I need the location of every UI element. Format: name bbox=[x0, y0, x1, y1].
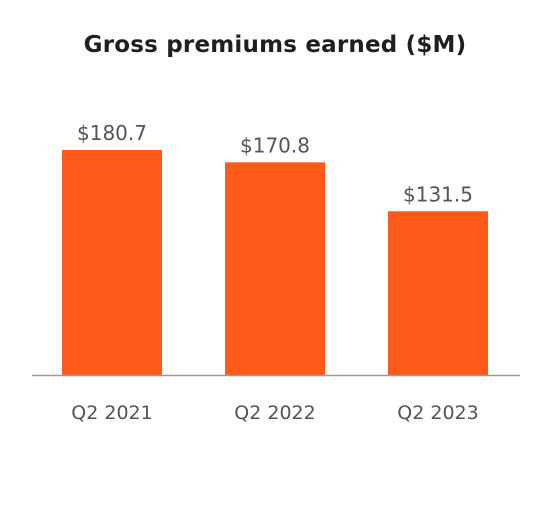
x-tick-label: Q2 2021 bbox=[71, 402, 152, 424]
chart-title: Gross premiums earned ($M) bbox=[83, 32, 467, 58]
value-label: $131.5 bbox=[403, 182, 473, 206]
bar-q2-2021 bbox=[62, 150, 162, 375]
value-label: $180.7 bbox=[77, 121, 147, 145]
bar-q2-2022 bbox=[225, 162, 325, 375]
x-tick-label: Q2 2022 bbox=[234, 402, 315, 424]
bars-group bbox=[62, 150, 488, 375]
x-tick-label: Q2 2023 bbox=[397, 402, 478, 424]
bar-q2-2023 bbox=[388, 211, 488, 375]
value-labels-group: $180.7 $170.8 $131.5 bbox=[77, 121, 473, 206]
tick-labels-group: Q2 2021 Q2 2022 Q2 2023 bbox=[71, 402, 478, 424]
value-label: $170.8 bbox=[240, 133, 310, 157]
